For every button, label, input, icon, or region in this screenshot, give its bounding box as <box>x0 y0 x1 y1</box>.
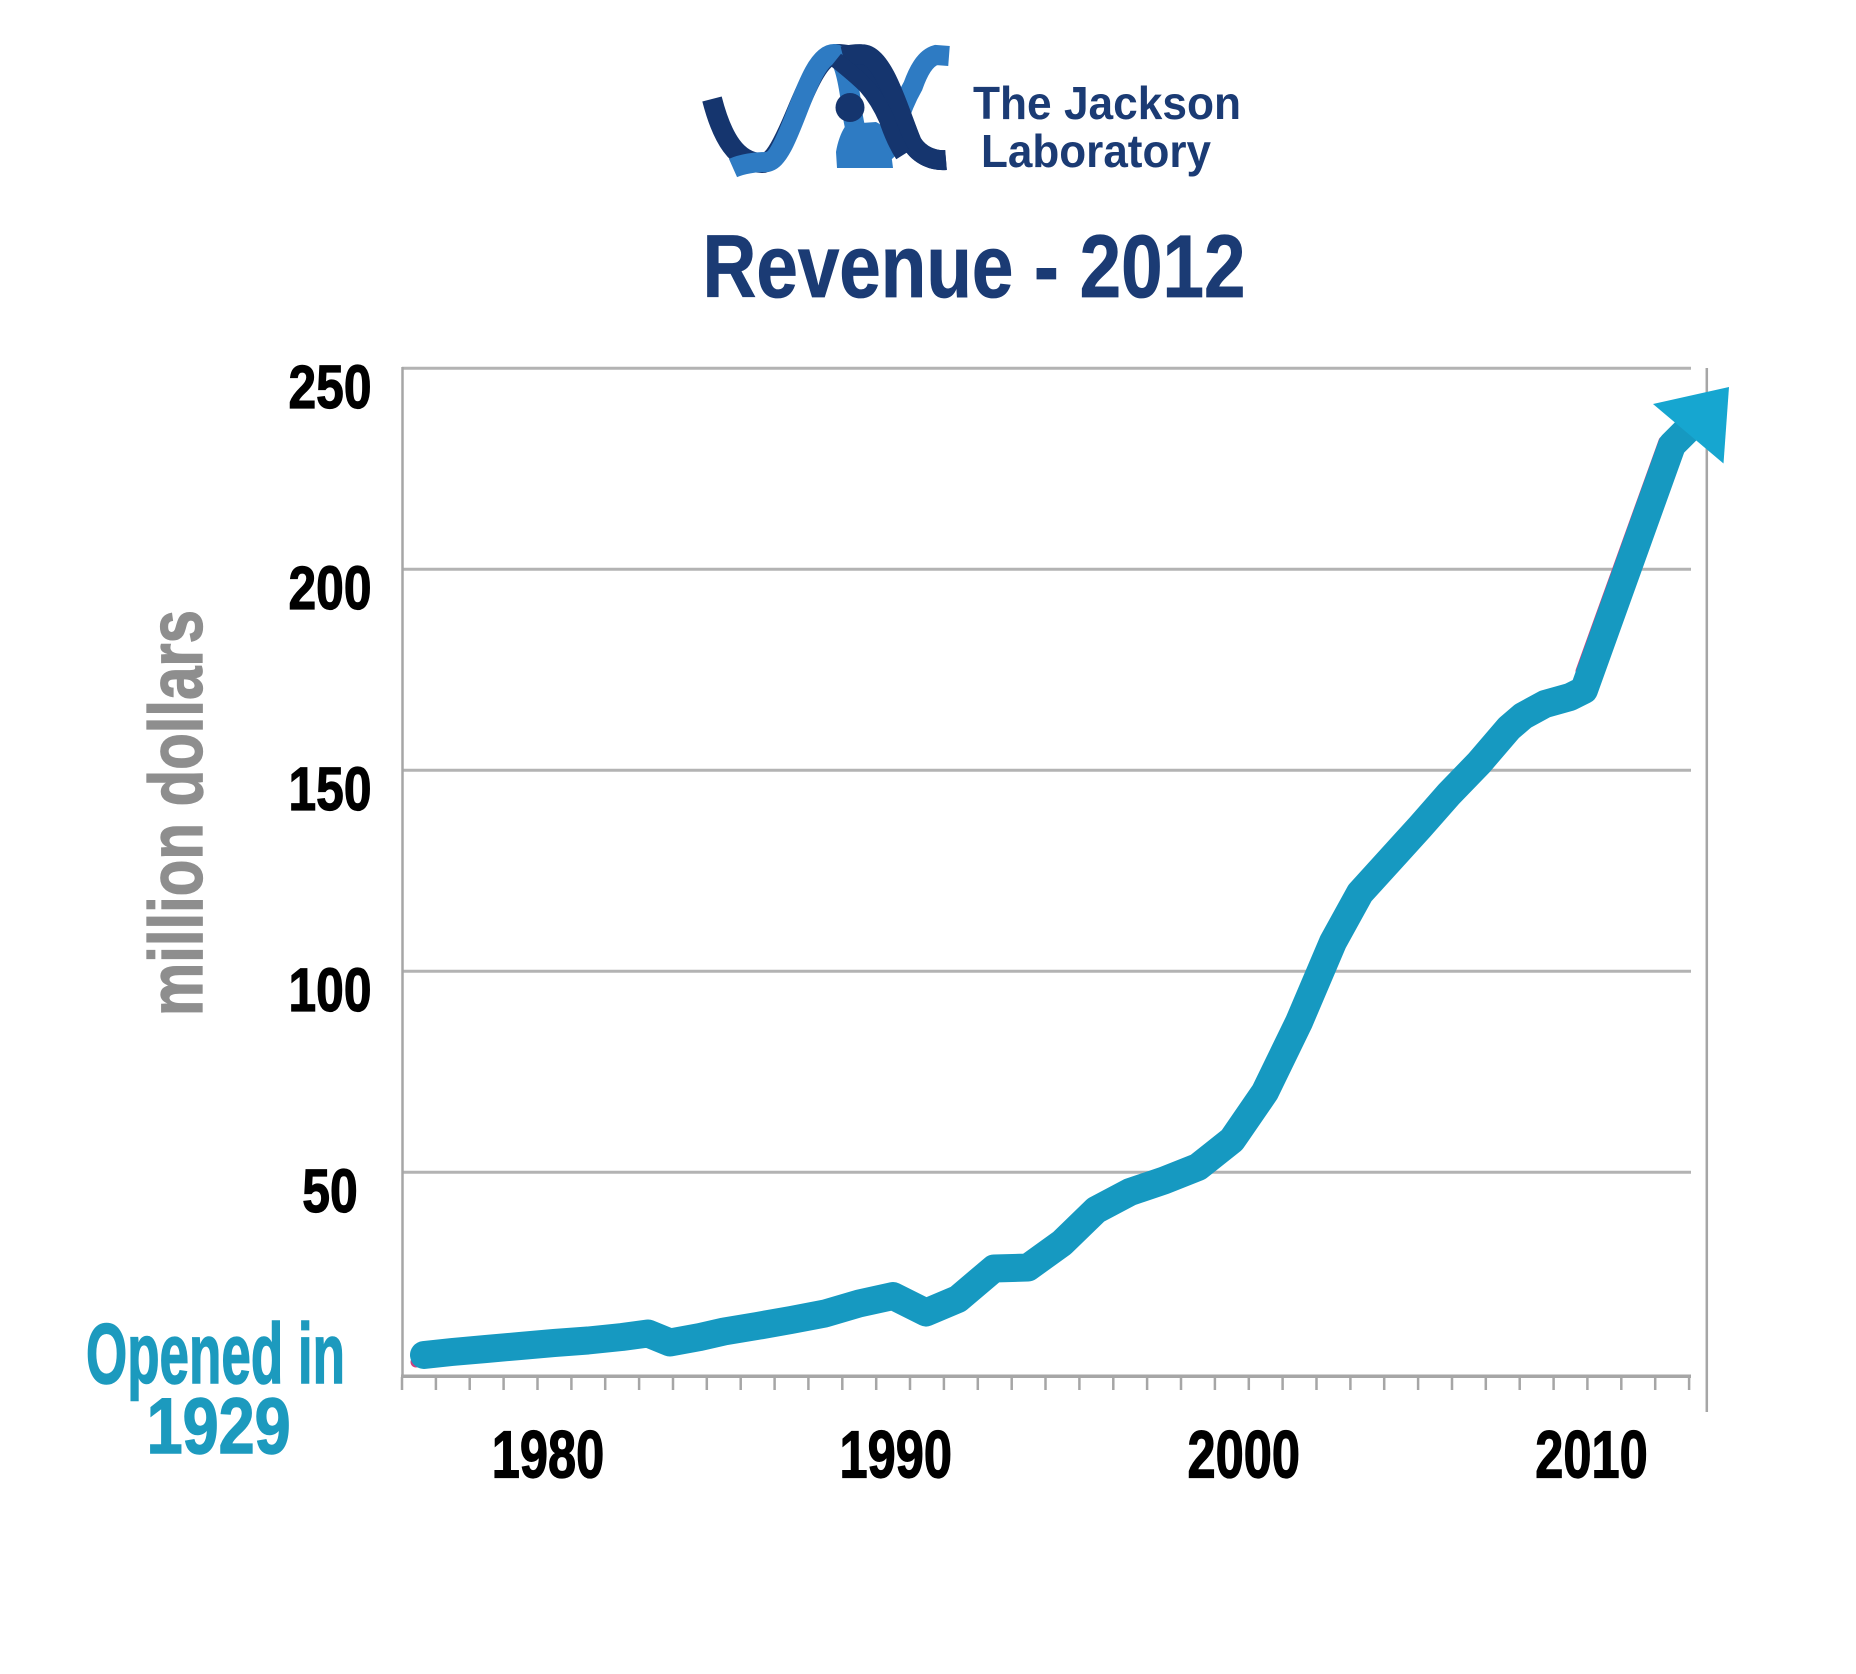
svg-text:1929: 1929 <box>147 1381 291 1470</box>
svg-text:Revenue - 2012: Revenue - 2012 <box>703 216 1246 316</box>
svg-text:2000: 2000 <box>1187 1418 1300 1492</box>
svg-text:1990: 1990 <box>840 1418 953 1492</box>
svg-text:250: 250 <box>289 353 372 421</box>
svg-text:1980: 1980 <box>492 1418 605 1492</box>
svg-text:million dollars: million dollars <box>134 610 219 1016</box>
svg-text:2010: 2010 <box>1535 1418 1648 1492</box>
svg-text:150: 150 <box>289 755 372 823</box>
svg-text:200: 200 <box>289 554 372 622</box>
svg-text:50: 50 <box>302 1157 358 1225</box>
svg-text:The Jackson: The Jackson <box>973 77 1241 129</box>
svg-text:Laboratory: Laboratory <box>981 125 1211 177</box>
svg-text:100: 100 <box>289 956 372 1024</box>
svg-text:Opened in: Opened in <box>86 1307 345 1402</box>
